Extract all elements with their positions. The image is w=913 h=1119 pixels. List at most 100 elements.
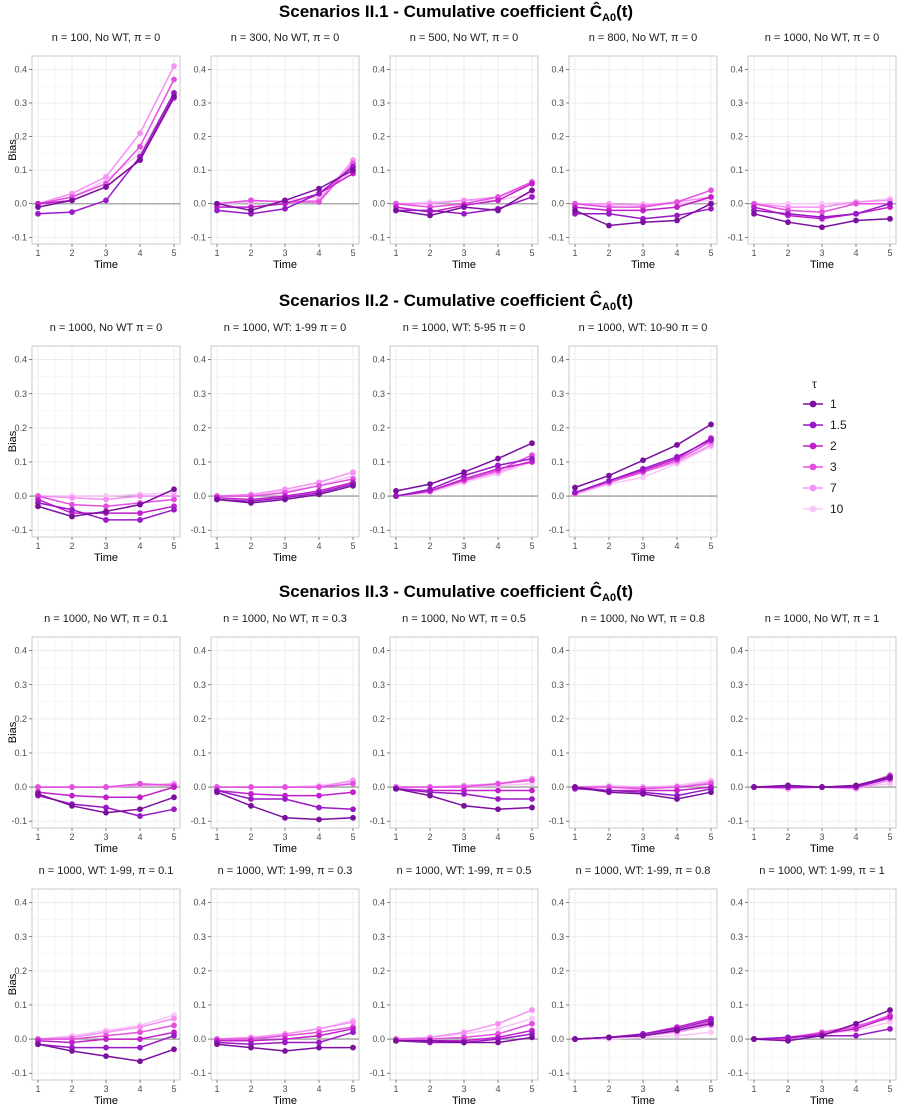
panel-label: n = 1000, WT: 1-99, π = 0.8	[576, 865, 711, 877]
x-axis-label: Time	[452, 552, 476, 564]
data-point	[708, 1020, 714, 1027]
x-tick-label: 3	[282, 248, 287, 258]
data-point	[819, 214, 825, 221]
x-tick-label: 4	[674, 832, 679, 842]
data-point	[282, 205, 288, 212]
x-tick-label: 4	[316, 832, 321, 842]
panel: n = 1000, No WT, π = 0.3 -0.1 0.0 0.1 0.2 0.3…	[190, 613, 360, 855]
x-axis-label: Time	[452, 1095, 476, 1107]
data-point	[171, 93, 177, 100]
legend-marker	[809, 442, 817, 450]
x-tick-label: 3	[640, 248, 645, 258]
data-point	[350, 1044, 356, 1051]
panel: n = 800, No WT, π = 0 -0.1 0.0 0.1 0.2 0.3 0.4…	[548, 32, 718, 271]
y-tick-label: 0.1	[193, 457, 206, 467]
data-point	[708, 1029, 714, 1036]
data-point	[853, 1025, 859, 1032]
data-point	[751, 1036, 757, 1042]
data-point	[171, 794, 177, 801]
data-point	[350, 1029, 356, 1036]
data-point	[137, 780, 143, 787]
x-tick-label: 1	[214, 248, 219, 258]
data-point	[137, 813, 143, 819]
x-tick-label: 1	[35, 248, 40, 258]
x-tick-label: 3	[103, 832, 108, 842]
legend-label: 3	[830, 460, 837, 474]
data-point	[461, 802, 467, 809]
data-point	[495, 1020, 501, 1027]
x-axis-label: Time	[452, 843, 476, 855]
y-tick-label: 0.4	[730, 898, 743, 908]
data-point	[495, 462, 501, 469]
data-point	[248, 790, 254, 797]
y-axis-label: Bias	[7, 973, 19, 995]
data-point	[674, 787, 680, 794]
x-tick-label: 1	[214, 832, 219, 842]
x-tick-label: 2	[785, 248, 790, 258]
data-point	[350, 482, 356, 489]
y-tick-label: 0.4	[372, 64, 385, 74]
y-tick-label: 0.4	[372, 355, 385, 365]
legend-title: τ	[812, 377, 817, 391]
x-tick-label: 1	[393, 541, 398, 551]
data-point	[35, 1041, 41, 1048]
y-tick-label: 0.3	[193, 932, 206, 942]
x-tick-label: 4	[137, 1084, 142, 1094]
y-tick-label: 0.1	[551, 457, 564, 467]
data-point	[529, 455, 535, 462]
y-tick-label: 0.2	[372, 132, 385, 142]
data-point	[171, 76, 177, 83]
y-tick-label: -0.1	[548, 1068, 564, 1078]
panel-label: n = 1000, WT: 1-99, π = 1	[759, 865, 885, 877]
x-tick-label: 3	[461, 832, 466, 842]
y-tick-label: 0.3	[730, 680, 743, 690]
data-point	[887, 215, 893, 222]
data-point	[640, 790, 646, 797]
data-point	[316, 1032, 322, 1039]
legend-marker	[809, 484, 817, 492]
y-tick-label: 0.0	[551, 1034, 564, 1044]
y-tick-label: -0.1	[369, 1068, 385, 1078]
y-tick-label: 0.2	[551, 132, 564, 142]
data-point	[69, 494, 75, 501]
data-point	[529, 187, 535, 194]
panel-label: n = 1000, No WT, π = 0.1	[44, 613, 168, 625]
x-tick-label: 4	[495, 541, 500, 551]
x-axis-label: Time	[452, 259, 476, 271]
y-tick-label: 0.0	[730, 1034, 743, 1044]
x-tick-label: 2	[785, 1084, 790, 1094]
x-tick-label: 5	[350, 248, 355, 258]
x-axis-label: Time	[273, 1095, 297, 1107]
data-point	[282, 796, 288, 802]
panel-label: n = 800, No WT, π = 0	[589, 32, 697, 44]
data-point	[708, 789, 714, 796]
x-axis-label: Time	[631, 843, 655, 855]
data-point	[316, 1044, 322, 1051]
x-tick-label: 2	[427, 832, 432, 842]
y-tick-label: 0.4	[730, 646, 743, 656]
data-point	[427, 212, 433, 219]
y-tick-label: 0.3	[193, 680, 206, 690]
data-point	[572, 489, 578, 496]
data-point	[137, 794, 143, 801]
data-point	[248, 1044, 254, 1051]
data-point	[103, 1053, 109, 1060]
y-tick-label: 0.1	[14, 165, 27, 175]
y-tick-label: 0.1	[730, 1000, 743, 1010]
data-point	[640, 465, 646, 472]
x-tick-label: 3	[640, 541, 645, 551]
data-point	[35, 790, 41, 797]
y-tick-label: 0.3	[372, 98, 385, 108]
panel-label: n = 1000, No WT, π = 0.8	[581, 613, 705, 625]
x-tick-label: 1	[751, 1084, 756, 1094]
data-point	[495, 455, 501, 462]
x-tick-label: 5	[887, 832, 892, 842]
x-tick-label: 1	[214, 541, 219, 551]
x-tick-label: 2	[606, 541, 611, 551]
data-point	[819, 209, 825, 216]
data-point	[708, 187, 714, 194]
y-tick-label: 0.2	[193, 132, 206, 142]
data-point	[572, 484, 578, 491]
data-point	[214, 1041, 220, 1048]
